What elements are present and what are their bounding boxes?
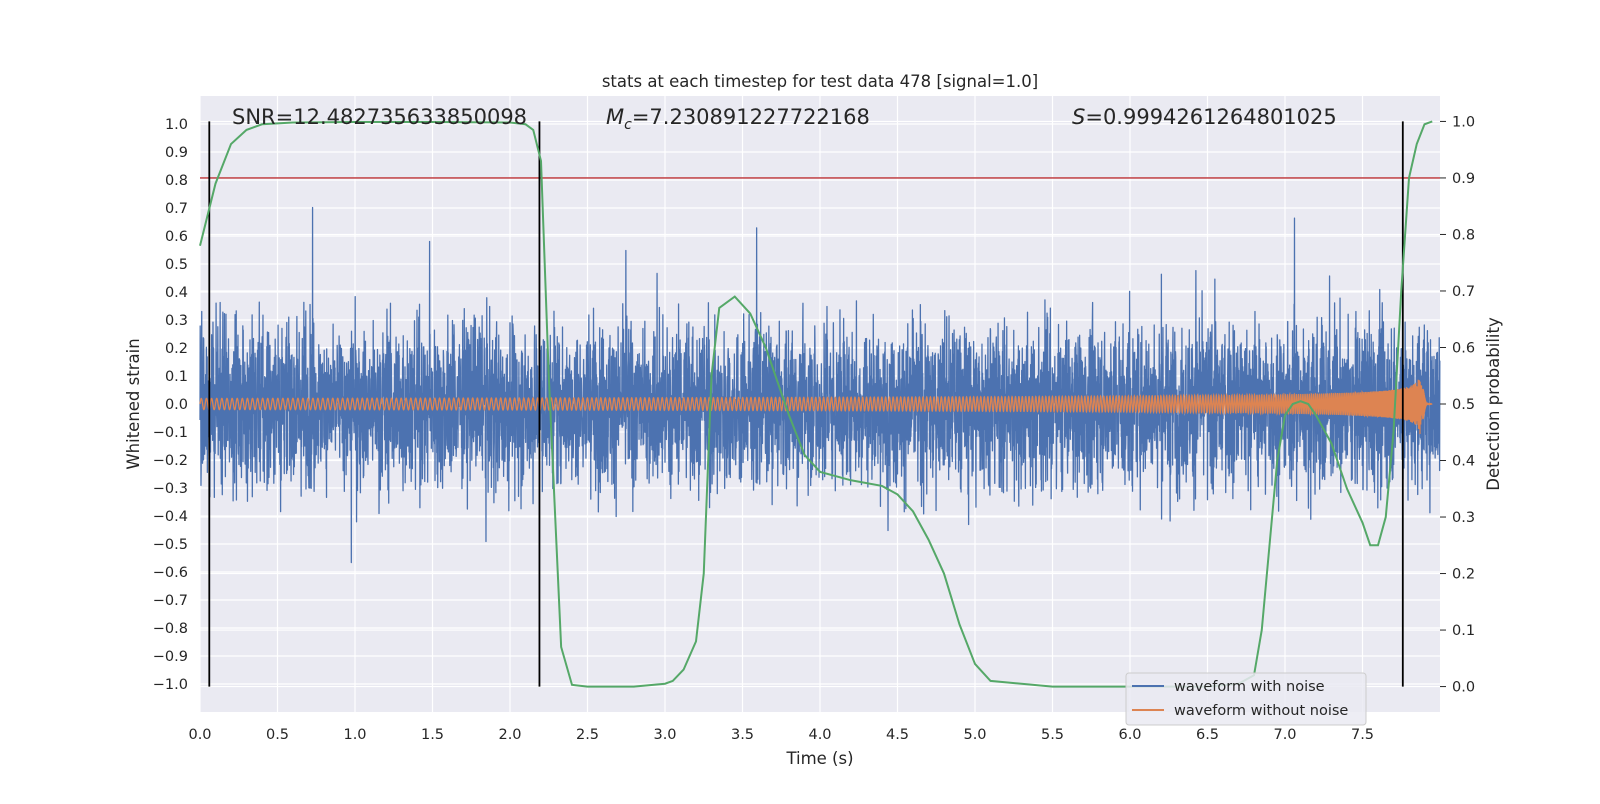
- y-tick-label: 0.4: [165, 285, 188, 301]
- y-tick-label: −0.3: [153, 481, 188, 497]
- x-tick-label: 5.0: [963, 727, 986, 743]
- y2-tick-label: 0.7: [1452, 284, 1475, 300]
- y2-tick-label: 0.1: [1452, 623, 1475, 639]
- y-tick-label: 0.0: [165, 397, 188, 413]
- x-tick-label: 4.5: [886, 727, 909, 743]
- x-tick-label: 0.0: [188, 727, 211, 743]
- x-tick-label: 2.5: [576, 727, 599, 743]
- y-tick-label: 0.8: [165, 173, 188, 189]
- legend-label-noise: waveform with noise: [1174, 679, 1325, 695]
- x-tick-label: 7.5: [1351, 727, 1374, 743]
- y-tick-label: −0.9: [153, 649, 188, 665]
- y-tick-label: −0.5: [153, 537, 188, 553]
- y2-tick-label: 0.2: [1452, 567, 1475, 583]
- y2-tick-label: 0.4: [1452, 454, 1475, 470]
- y-tick-label: 0.5: [165, 257, 188, 273]
- y-tick-label: 0.2: [165, 341, 188, 357]
- y2-tick-label: 0.8: [1452, 227, 1475, 243]
- y-tick-label: 0.7: [165, 201, 188, 217]
- score-annotation: S=0.9994261264801025: [1072, 105, 1337, 129]
- x-tick-label: 3.5: [731, 727, 754, 743]
- x-tick-label: 1.0: [343, 727, 366, 743]
- snr-annotation: SNR=12.482735633850098: [232, 105, 527, 129]
- series-detection-probability: [199, 120, 1433, 688]
- y-tick-label: −0.7: [153, 593, 188, 609]
- legend-label-clean: waveform without noise: [1174, 703, 1348, 719]
- x-tick-label: 6.0: [1118, 727, 1141, 743]
- y-tick-label: −1.0: [153, 677, 188, 693]
- y-tick-label: 1.0: [165, 117, 188, 133]
- x-tick-label: 1.5: [421, 727, 444, 743]
- y2-tick-label: 0.6: [1452, 340, 1475, 356]
- data-layer: [199, 120, 1441, 688]
- y2-tick-label: 0.0: [1452, 680, 1475, 696]
- x-tick-label: 7.0: [1273, 727, 1296, 743]
- y2-axis-label: Detection probability: [1484, 317, 1503, 491]
- x-tick-label: 0.5: [266, 727, 289, 743]
- y-tick-label: −0.6: [153, 565, 188, 581]
- y-axis-label: Whitened strain: [124, 338, 143, 469]
- x-axis-label: Time (s): [785, 749, 853, 768]
- legend-box: [1125, 672, 1367, 726]
- y-tick-label: 0.6: [165, 229, 188, 245]
- chart-title: stats at each timestep for test data 478…: [602, 72, 1038, 91]
- y2-tick-label: 0.3: [1452, 510, 1475, 526]
- tick-labels: 0.0 0.5 1.0 1.5 2.0 2.5 3.0 3.5 4.0 4.5 5.0 5.5 6.0 6…: [153, 114, 1475, 743]
- y2-tick-label: 1.0: [1452, 114, 1475, 130]
- y2-tick-label: 0.5: [1452, 397, 1475, 413]
- x-tick-label: 2.0: [498, 727, 521, 743]
- y-tick-label: −0.2: [153, 453, 188, 469]
- y-tick-label: 0.9: [165, 145, 188, 161]
- y-tick-label: −0.1: [153, 425, 188, 441]
- y-tick-label: −0.8: [153, 621, 188, 637]
- series-waveform-without-noise: [199, 379, 1433, 435]
- x-tick-label: 5.5: [1041, 727, 1064, 743]
- x-tick-label: 3.0: [653, 727, 676, 743]
- chirp-mass-annotation: Mc=7.230891227722168: [606, 105, 870, 133]
- y2-tick-label: 0.9: [1452, 171, 1475, 187]
- y-tick-label: −0.4: [153, 509, 188, 525]
- x-tick-label: 4.0: [808, 727, 831, 743]
- y-tick-label: 0.1: [165, 369, 188, 385]
- y-tick-label: 0.3: [165, 313, 188, 329]
- x-tick-label: 6.5: [1196, 727, 1219, 743]
- legend: waveform with noise waveform without noi…: [1125, 672, 1367, 726]
